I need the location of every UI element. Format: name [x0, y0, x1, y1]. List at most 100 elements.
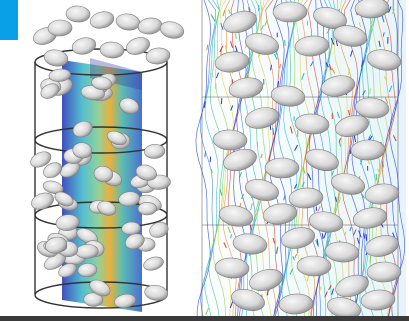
velocity-mark: [250, 225, 252, 231]
velocity-mark: [328, 285, 332, 291]
particle: [313, 7, 347, 29]
velocity-mark: [348, 110, 350, 116]
particle: [294, 113, 330, 135]
particle: [71, 37, 97, 55]
velocity-mark: [352, 229, 357, 236]
particle: [364, 183, 400, 205]
particle: [223, 148, 257, 172]
particle: [43, 162, 63, 179]
particle: [272, 1, 308, 23]
particle: [137, 17, 163, 35]
velocity-mark: [294, 253, 298, 259]
velocity-mark: [331, 170, 334, 176]
particle: [60, 161, 81, 178]
contour-line: [346, 0, 363, 321]
velocity-mark: [250, 203, 253, 211]
particle: [93, 165, 114, 183]
velocity-mark: [224, 44, 227, 52]
velocity-mark: [388, 85, 393, 93]
particle: [144, 284, 169, 301]
velocity-mark: [270, 64, 272, 71]
velocity-mark: [363, 232, 366, 239]
velocity-mark: [223, 242, 227, 249]
particle: [320, 75, 356, 97]
particle: [118, 191, 141, 207]
particle: [335, 274, 369, 298]
velocity-mark: [230, 105, 234, 111]
contour-line: [333, 0, 349, 321]
velocity-mark: [325, 62, 329, 68]
velocity-mark: [206, 44, 209, 51]
velocity-mark: [318, 286, 322, 293]
velocity-mark: [349, 226, 352, 232]
particle: [214, 51, 250, 73]
velocity-mark: [381, 15, 385, 23]
velocity-mark: [272, 128, 275, 135]
particle: [77, 263, 98, 278]
particle: [89, 279, 111, 297]
velocity-mark: [316, 238, 319, 246]
velocity-mark: [222, 9, 226, 17]
particle: [244, 107, 280, 129]
velocity-mark: [358, 22, 362, 27]
velocity-mark: [204, 151, 207, 158]
particle: [135, 164, 157, 181]
particle: [99, 41, 125, 59]
velocity-mark: [228, 9, 231, 14]
velocity-mark: [229, 301, 234, 309]
velocity-mark: [227, 226, 231, 234]
velocity-mark: [297, 247, 299, 254]
particle: [149, 221, 169, 238]
velocity-mark: [368, 135, 373, 141]
velocity-mark: [382, 32, 385, 37]
velocity-mark: [294, 144, 299, 151]
particle: [335, 115, 369, 137]
velocity-mark: [331, 288, 335, 295]
velocity-mark: [338, 196, 341, 204]
velocity-mark: [323, 231, 327, 239]
particle: [89, 11, 115, 29]
particle: [223, 10, 257, 34]
velocity-mark: [369, 256, 372, 263]
velocity-mark: [289, 126, 293, 134]
velocity-mark: [388, 6, 392, 13]
velocity-mark: [362, 89, 366, 96]
particle: [294, 35, 330, 57]
velocity-mark: [321, 233, 324, 239]
velocity-mark: [215, 72, 219, 79]
particle: [58, 263, 77, 278]
particle: [72, 142, 93, 159]
particle: [352, 207, 388, 229]
particle: [65, 5, 91, 23]
particle: [54, 191, 74, 207]
particle: [308, 211, 344, 233]
contour-line: [251, 0, 267, 321]
velocity-mark: [331, 68, 336, 74]
particle: [214, 257, 250, 279]
corner-accent-bar: [0, 0, 18, 40]
particle: [159, 21, 185, 39]
velocity-mark: [260, 24, 264, 31]
particle: [212, 129, 248, 151]
velocity-mark: [392, 135, 397, 142]
velocity-mark: [211, 15, 216, 22]
velocity-mark: [338, 141, 341, 147]
particle: [144, 144, 166, 159]
velocity-mark: [361, 193, 365, 199]
velocity-mark: [335, 40, 339, 47]
velocity-mark: [361, 60, 364, 67]
left-particles: [30, 5, 185, 309]
particle: [332, 25, 368, 47]
velocity-mark: [264, 18, 268, 27]
bottom-border: [0, 316, 409, 321]
particle: [47, 19, 73, 37]
velocity-mark: [307, 173, 312, 181]
velocity-mark: [273, 53, 278, 60]
velocity-mark: [328, 64, 332, 71]
velocity-mark: [283, 194, 286, 201]
contour-line: [364, 0, 381, 321]
contour-line: [200, 0, 216, 321]
particle: [45, 236, 68, 254]
contour-line: [208, 0, 224, 321]
